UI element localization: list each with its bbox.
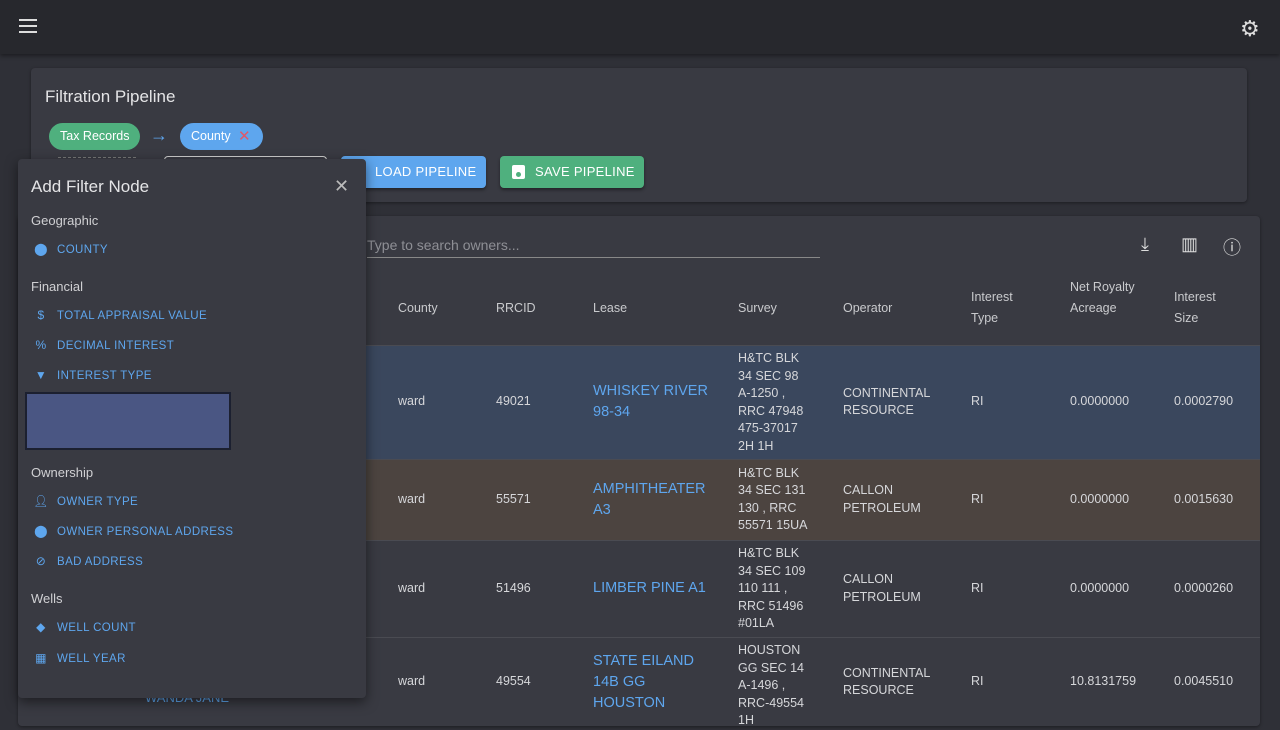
cell-nra: 0.0000000 bbox=[1070, 491, 1130, 506]
section-financial: Financial bbox=[31, 279, 84, 294]
cell-survey: H&TC BLK 34 SEC 109 110 111 , RRC 51496 … bbox=[738, 546, 806, 630]
filter-well-year[interactable]: ▦ WELL YEAR bbox=[33, 648, 126, 668]
cell-county: ward bbox=[398, 674, 426, 688]
cell-operator: CONTINENTAL RESOURCE bbox=[843, 665, 930, 698]
filter-interest-type[interactable]: ▼ INTEREST TYPE bbox=[33, 365, 152, 385]
cell-survey: HOUSTON GG SEC 14 A-1496 , RRC-49554 1H bbox=[738, 643, 805, 727]
header-county[interactable]: County bbox=[398, 301, 438, 315]
filter-label: INTEREST TYPE bbox=[57, 370, 152, 382]
cell-rrcid: 55571 bbox=[496, 491, 531, 506]
filter-county[interactable]: ⬤ COUNTY bbox=[33, 239, 108, 259]
filter-label: OWNER TYPE bbox=[57, 496, 139, 508]
cell-county: ward bbox=[398, 394, 426, 408]
cell-rrcid: 51496 bbox=[496, 580, 531, 595]
section-geographic: Geographic bbox=[31, 213, 99, 228]
filter-owner-type[interactable]: 👤︎ OWNER TYPE bbox=[33, 491, 138, 511]
cell-interest-size: 0.0000260 bbox=[1174, 580, 1234, 595]
cell-nra: 0.0000000 bbox=[1070, 394, 1130, 408]
download-icon[interactable]: ⤓ bbox=[1141, 234, 1149, 254]
add-filter-node-popup: Add Filter Node ✕ Geographic ⬤ COUNTY Fin… bbox=[18, 159, 366, 698]
cell-county: ward bbox=[398, 580, 426, 595]
filter-label: COUNTY bbox=[57, 244, 108, 256]
filter-label: TOTAL APPRAISAL VALUE bbox=[57, 310, 208, 322]
table-row[interactable] bbox=[366, 459, 1260, 540]
popup-title: Add Filter Node bbox=[31, 177, 150, 196]
load-label: LOAD PIPELINE bbox=[375, 164, 477, 179]
cell-rrcid: 49021 bbox=[496, 394, 531, 408]
save-label: SAVE PIPELINE bbox=[535, 164, 635, 179]
percent-icon: % bbox=[35, 338, 47, 352]
header-interest-type[interactable]: Interest Type bbox=[971, 290, 1013, 325]
filter-decimal-interest[interactable]: % DECIMAL INTEREST bbox=[33, 335, 174, 355]
cell-interest-type: RI bbox=[971, 491, 984, 506]
filter-total-appraisal-value[interactable]: $ TOTAL APPRAISAL VALUE bbox=[33, 305, 207, 325]
node-county[interactable]: County ✕ bbox=[180, 123, 263, 150]
menu-icon[interactable] bbox=[19, 19, 37, 33]
cell-lease[interactable]: STATE EILAND 14B GG HOUSTON bbox=[593, 652, 694, 711]
cell-interest-size: 0.0002790 bbox=[1174, 394, 1234, 408]
divider bbox=[58, 157, 136, 158]
person-icon: 👤︎ bbox=[33, 494, 49, 508]
filter-bad-address[interactable]: ⊘ BAD ADDRESS bbox=[33, 551, 143, 571]
cell-lease[interactable]: WHISKEY RIVER 98-34 bbox=[593, 383, 708, 420]
cell-operator: CONTINENTAL RESOURCE bbox=[843, 385, 930, 418]
cell-rrcid: 49554 bbox=[496, 674, 531, 688]
location-pin-icon: ⬤ bbox=[34, 242, 48, 256]
cell-interest-type: RI bbox=[971, 674, 984, 688]
node-label: County bbox=[191, 129, 231, 143]
columns-icon[interactable]: ▥ bbox=[1181, 234, 1199, 254]
location-pin-icon: ⬤ bbox=[34, 524, 48, 538]
table-row[interactable] bbox=[366, 345, 1260, 459]
filter-label: DECIMAL INTEREST bbox=[57, 340, 175, 352]
cell-survey: H&TC BLK 34 SEC 98 A-1250 , RRC 47948 47… bbox=[738, 351, 804, 453]
save-icon bbox=[512, 165, 525, 179]
cell-nra: 10.8131759 bbox=[1070, 674, 1137, 688]
header-survey[interactable]: Survey bbox=[738, 301, 777, 315]
header-lease[interactable]: Lease bbox=[593, 301, 628, 315]
cell-operator: CALLON PETROLEUM bbox=[843, 572, 921, 604]
filter-label: WELL YEAR bbox=[57, 653, 126, 665]
cell-lease[interactable]: AMPHITHEATER A3 bbox=[593, 480, 706, 518]
cell-interest-size: 0.0045510 bbox=[1174, 674, 1234, 688]
filter-funnel-icon: ▼ bbox=[34, 368, 48, 382]
filter-label: WELL COUNT bbox=[57, 622, 136, 634]
search-input[interactable]: Type to search owners... bbox=[367, 234, 820, 258]
remove-node-icon[interactable]: ✕ bbox=[238, 128, 251, 145]
cell-lease[interactable]: LIMBER PINE A1 bbox=[593, 580, 706, 596]
calendar-icon: ▦ bbox=[35, 651, 47, 665]
top-app-bar: ⚙ bbox=[0, 0, 1280, 54]
cell-operator: CALLON PETROLEUM bbox=[843, 483, 921, 515]
close-icon[interactable]: ✕ bbox=[334, 176, 350, 196]
cell-survey: H&TC BLK 34 SEC 131 130 , RRC 55571 15UA bbox=[738, 465, 808, 533]
selection-highlight bbox=[25, 392, 231, 450]
table-row[interactable] bbox=[366, 540, 1260, 637]
pipeline-title: Filtration Pipeline bbox=[45, 87, 176, 106]
arrow-right-icon: → bbox=[150, 125, 168, 145]
layers-icon: ◆ bbox=[36, 620, 46, 634]
cell-interest-type: RI bbox=[971, 580, 984, 595]
cell-interest-type: RI bbox=[971, 394, 984, 408]
section-ownership: Ownership bbox=[31, 465, 94, 480]
header-net-royalty-acreage[interactable]: Net Royalty Acreage bbox=[1070, 280, 1135, 315]
location-off-icon: ⊘ bbox=[35, 554, 47, 568]
table-row[interactable] bbox=[366, 637, 1260, 727]
dollar-icon: $ bbox=[37, 308, 45, 322]
section-wells: Wells bbox=[31, 591, 63, 606]
cell-interest-size: 0.0015630 bbox=[1174, 491, 1234, 506]
header-rrcid[interactable]: RRCID bbox=[496, 301, 536, 315]
filter-label: BAD ADDRESS bbox=[57, 556, 144, 568]
filter-label: OWNER PERSONAL ADDRESS bbox=[57, 526, 234, 538]
info-icon[interactable]: ⓘ bbox=[1223, 238, 1241, 258]
header-operator[interactable]: Operator bbox=[843, 301, 893, 315]
filter-well-count[interactable]: ◆ WELL COUNT bbox=[33, 617, 136, 637]
filter-owner-personal-address[interactable]: ⬤ OWNER PERSONAL ADDRESS bbox=[33, 521, 233, 541]
gear-icon[interactable]: ⚙ bbox=[1240, 16, 1260, 41]
save-pipeline-button[interactable]: SAVE PIPELINE bbox=[500, 156, 644, 188]
cell-county: ward bbox=[398, 491, 426, 506]
node-tax-records[interactable]: Tax Records bbox=[49, 123, 141, 150]
header-interest-size[interactable]: Interest Size bbox=[1174, 290, 1216, 325]
cell-nra: 0.0000000 bbox=[1070, 580, 1130, 595]
